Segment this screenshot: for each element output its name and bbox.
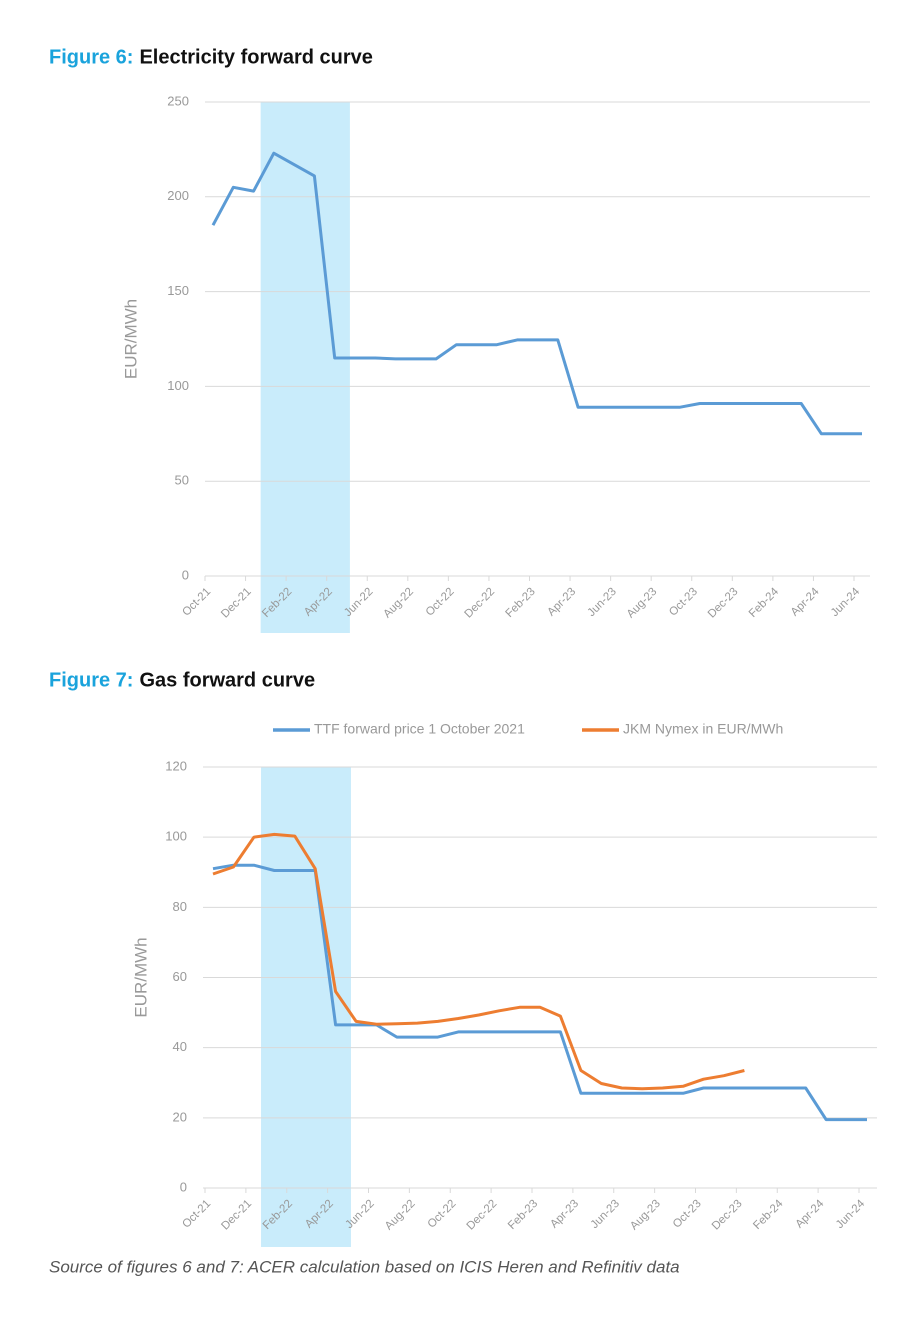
y-tick-label: 0 (180, 1179, 187, 1194)
x-tick-label: Oct-21 (180, 586, 213, 619)
y-tick-label: 250 (167, 93, 189, 108)
legend-label: JKM Nymex in EUR/MWh (623, 721, 783, 737)
x-tick-label: Feb-23 (506, 1198, 540, 1232)
figure-title: Gas forward curve (139, 669, 315, 691)
y-tick-label: 200 (167, 188, 189, 203)
x-tick-label: Dec-21 (219, 1198, 254, 1233)
x-tick-label: Aug-22 (381, 586, 416, 621)
x-tick-label: Dec-23 (706, 586, 741, 621)
x-tick-label: Oct-21 (180, 1198, 213, 1231)
x-tick-label: Oct-23 (667, 586, 700, 619)
x-tick-label: Dec-21 (219, 586, 254, 621)
y-axis-label: EUR/MWh (121, 299, 140, 379)
x-tick-label: Aug-22 (383, 1198, 418, 1233)
x-tick-label: Dec-22 (465, 1198, 500, 1233)
x-tick-label: Aug-23 (625, 586, 660, 621)
x-tick-label: Dec-23 (710, 1198, 745, 1233)
y-tick-label: 100 (165, 829, 187, 844)
y-tick-label: 0 (182, 567, 189, 582)
figure-title: Electricity forward curve (139, 46, 372, 68)
x-tick-label: Apr-24 (789, 585, 822, 618)
x-tick-label: Jun-23 (586, 586, 619, 619)
x-tick-label: Aug-23 (628, 1198, 663, 1233)
y-axis-label: EUR/MWh (131, 937, 150, 1017)
x-tick-label: Apr-24 (793, 1197, 826, 1230)
x-tick-label: Feb-24 (751, 1197, 786, 1232)
x-tick-label: Jun-24 (834, 1197, 868, 1231)
figure-label: Figure 6: (49, 46, 133, 68)
y-tick-label: 150 (167, 283, 189, 298)
x-tick-label: Jun-23 (589, 1198, 622, 1231)
x-tick-label: Oct-22 (426, 1198, 459, 1231)
highlight-band (260, 102, 350, 633)
x-tick-label: Dec-22 (462, 586, 497, 621)
series-line (212, 832, 745, 1091)
x-tick-label: Apr-23 (548, 1198, 581, 1231)
x-tick-label: Oct-23 (671, 1198, 704, 1231)
x-tick-label: Apr-23 (545, 586, 578, 619)
y-tick-label: 40 (173, 1039, 187, 1054)
y-tick-label: 100 (167, 378, 189, 393)
y-tick-label: 120 (165, 758, 187, 773)
x-tick-label: Feb-24 (747, 585, 782, 620)
series-line (212, 863, 867, 1122)
y-tick-label: 80 (173, 899, 187, 914)
x-tick-label: Jun-24 (829, 585, 863, 619)
legend-label: TTF forward price 1 October 2021 (314, 721, 525, 737)
highlight-band (261, 767, 351, 1247)
figure-label: Figure 7: (49, 669, 133, 691)
source-note: Source of figures 6 and 7: ACER calculat… (49, 1257, 680, 1276)
series-line (211, 151, 862, 436)
y-tick-label: 60 (173, 969, 187, 984)
y-tick-label: 50 (175, 473, 189, 488)
y-tick-label: 20 (173, 1109, 187, 1124)
x-tick-label: Feb-23 (504, 586, 538, 620)
x-tick-label: Oct-22 (424, 586, 457, 619)
